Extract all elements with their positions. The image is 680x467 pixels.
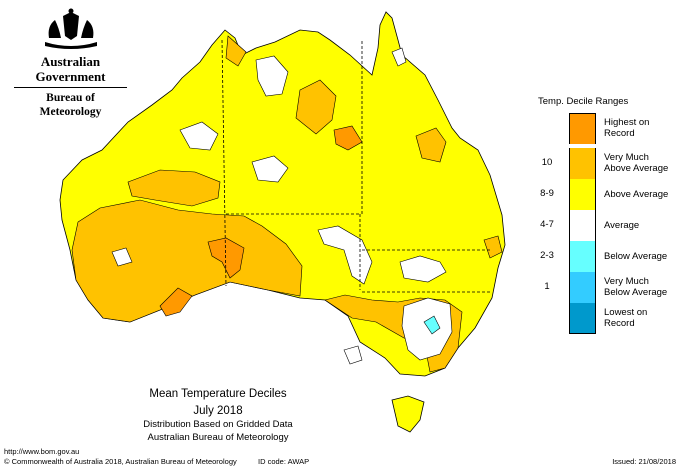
legend-row-average: 4-7 Average bbox=[536, 210, 676, 241]
legend-label: Average bbox=[604, 220, 640, 231]
region-very-much-above-qld bbox=[415, 127, 447, 163]
tasmania bbox=[391, 395, 425, 433]
region-average-nsw bbox=[399, 255, 447, 283]
region-average-vic bbox=[401, 297, 453, 361]
region-highest-record-sw bbox=[159, 287, 193, 317]
bom-logo: Australian Government Bureau of Meteorol… bbox=[8, 8, 133, 118]
legend-swatch bbox=[569, 179, 596, 210]
region-average-sa bbox=[111, 247, 133, 267]
government-name: Australian Government bbox=[35, 54, 106, 84]
bom-url: http://www.bom.gov.au bbox=[4, 447, 80, 456]
legend-swatch bbox=[569, 272, 596, 303]
legend-title: Temp. Decile Ranges bbox=[538, 96, 629, 107]
region-highest-record-central bbox=[207, 237, 245, 279]
legend-swatch bbox=[569, 210, 596, 241]
legend-swatch bbox=[569, 241, 596, 272]
state-borders bbox=[221, 39, 492, 293]
legend-label: Very Much Above Average bbox=[604, 152, 669, 174]
legend-code: 8-9 bbox=[540, 188, 554, 199]
coat-of-arms-icon bbox=[44, 8, 97, 49]
legend-code: 1 bbox=[544, 281, 550, 292]
legend-label: Above Average bbox=[604, 189, 669, 200]
region-average-southcoast bbox=[343, 345, 363, 365]
legend-label: Highest on Record bbox=[604, 117, 650, 139]
legend-row-very-much-below: 1 Very Much Below Average bbox=[536, 272, 676, 303]
legend-swatch bbox=[569, 148, 596, 179]
legend-row-above: 8-9 Above Average bbox=[536, 179, 676, 210]
legend-label: Below Average bbox=[604, 251, 668, 262]
region-very-much-above-west bbox=[71, 199, 303, 323]
legend-row-below: 2-3 Below Average bbox=[536, 241, 676, 272]
map-subtitle-1: Distribution Based on Gridded Data bbox=[143, 419, 293, 430]
region-very-much-above-north bbox=[127, 169, 221, 207]
map-title-block: Mean Temperature Deciles July 2018 Distr… bbox=[120, 387, 316, 444]
map-subtitle-2: Australian Bureau of Meteorology bbox=[147, 432, 289, 443]
legend-row-very-much-above: 10 Very Much Above Average bbox=[536, 148, 676, 179]
legend-row-highest: Highest on Record bbox=[536, 113, 676, 144]
legend-code: 2-3 bbox=[540, 250, 554, 261]
id-code: ID code: AWAP bbox=[258, 457, 310, 466]
legend-row-lowest: Lowest on Record bbox=[536, 303, 676, 334]
region-average-capeyork bbox=[391, 47, 407, 67]
region-average-inland-qld bbox=[317, 225, 373, 285]
copyright: © Commonwealth of Australia 2018, Austra… bbox=[4, 457, 237, 466]
bureau-name: Bureau of Meteorology bbox=[14, 87, 127, 119]
region-very-much-above-east bbox=[483, 235, 503, 259]
legend-label: Very Much Below Average bbox=[604, 276, 668, 298]
region-highest-record-north bbox=[333, 125, 363, 151]
region-average-kimberley bbox=[179, 121, 219, 151]
footer: © Commonwealth of Australia 2018, Austra… bbox=[0, 456, 680, 467]
legend-swatch bbox=[569, 303, 596, 334]
map-period: July 2018 bbox=[193, 405, 243, 417]
region-very-much-above-topend bbox=[225, 35, 247, 67]
legend-code: 10 bbox=[541, 157, 553, 168]
region-average-central-nt bbox=[251, 155, 289, 183]
issued-date: Issued: 21/08/2018 bbox=[612, 457, 676, 466]
region-very-much-above-ne bbox=[295, 79, 337, 135]
map-title: Mean Temperature Deciles bbox=[149, 388, 287, 400]
region-average-nt bbox=[255, 55, 289, 97]
legend-label: Lowest on Record bbox=[604, 307, 648, 329]
legend-code: 4-7 bbox=[540, 219, 554, 230]
region-below-average-alps bbox=[423, 315, 441, 335]
legend-swatch bbox=[569, 113, 596, 144]
